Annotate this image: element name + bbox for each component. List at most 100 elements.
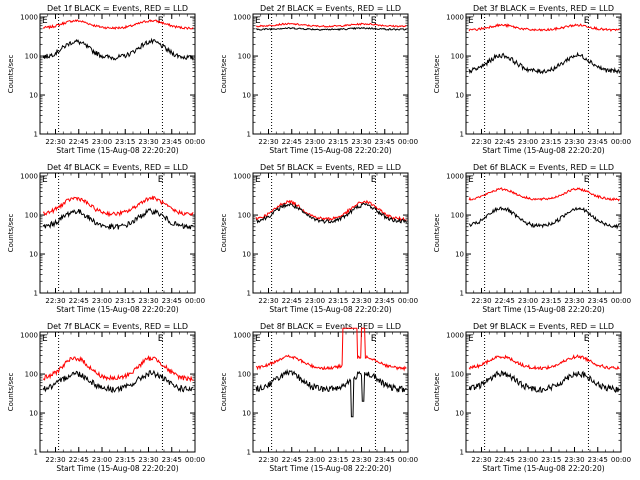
x-tick-label: 22:30 <box>471 297 491 305</box>
x-tick-label: 23:30 <box>138 456 158 464</box>
y-axis-label: Counts/sec <box>433 373 441 412</box>
events-series-line <box>42 207 194 231</box>
y-axis-label: Counts/sec <box>433 214 441 253</box>
plot-frame <box>39 13 196 135</box>
y-tick-label: 1000 <box>446 332 464 340</box>
lld-series-line <box>255 22 407 28</box>
x-tick-label: 23:00 <box>518 456 538 464</box>
panel-title: Det 1f BLACK = Events, RED = LLD <box>47 4 188 13</box>
x-tick-label: 22:30 <box>258 138 278 146</box>
x-tick-label: 23:45 <box>375 138 395 146</box>
x-tick-label: 00:00 <box>185 456 205 464</box>
x-tick-label: 22:30 <box>45 456 65 464</box>
y-tick-label: 10 <box>29 251 38 259</box>
y-tick-label: 1000 <box>20 14 38 22</box>
panel-title: Det 8f BLACK = Events, RED = LLD <box>260 322 401 331</box>
marker-label: E <box>584 16 590 26</box>
x-tick-label: 23:30 <box>351 456 371 464</box>
lld-series-line <box>255 199 407 222</box>
x-tick-label: 23:15 <box>541 138 561 146</box>
x-tick-label: 22:30 <box>258 456 278 464</box>
marker-label: E <box>42 175 48 185</box>
x-tick-label: 23:30 <box>564 138 584 146</box>
lld-series-line <box>468 23 620 32</box>
y-tick-label: 100 <box>238 212 251 220</box>
marker-label: E <box>158 334 164 344</box>
x-tick-label: 22:45 <box>69 138 89 146</box>
events-series-line <box>468 206 620 230</box>
y-tick-label: 1 <box>34 449 38 457</box>
y-tick-label: 10 <box>242 410 251 418</box>
y-tick-label: 1000 <box>233 14 251 22</box>
panel-title: Det 3f BLACK = Events, RED = LLD <box>473 4 614 13</box>
y-tick-label: 1 <box>460 290 464 298</box>
plot-frame <box>39 172 196 294</box>
x-tick-label: 00:00 <box>185 297 205 305</box>
y-tick-label: 100 <box>25 212 38 220</box>
x-tick-label: 23:30 <box>138 297 158 305</box>
y-axis-label: Counts/sec <box>220 373 228 412</box>
x-tick-label: 23:00 <box>518 297 538 305</box>
marker-label: E <box>255 16 261 26</box>
x-axis-label: Start Time (15-Aug-08 22:20:20) <box>269 146 391 155</box>
detector-panel: Det 3f BLACK = Events, RED = LLD E E 1 10 100… <box>433 4 631 155</box>
marker-label: E <box>584 334 590 344</box>
panel-title: Det 2f BLACK = Events, RED = LLD <box>260 4 401 13</box>
lld-series-line <box>468 354 620 371</box>
y-tick-label: 100 <box>25 371 38 379</box>
panel-title: Det 4f BLACK = Events, RED = LLD <box>47 163 188 172</box>
y-tick-label: 1 <box>247 449 251 457</box>
x-tick-label: 22:30 <box>471 138 491 146</box>
x-tick-label: 22:45 <box>282 297 302 305</box>
plot-frame <box>465 13 622 135</box>
detector-panel: Det 1f BLACK = Events, RED = LLD E E 1 10 100… <box>7 4 205 155</box>
y-tick-label: 1 <box>247 290 251 298</box>
x-tick-label: 22:45 <box>495 456 515 464</box>
marker-label: E <box>371 16 377 26</box>
x-tick-label: 23:00 <box>305 456 325 464</box>
detector-panel: Det 2f BLACK = Events, RED = LLD E E 1 10 100… <box>220 4 418 155</box>
y-tick-label: 10 <box>29 92 38 100</box>
x-tick-label: 00:00 <box>398 456 418 464</box>
lld-series-line <box>42 19 194 31</box>
x-tick-label: 22:30 <box>45 138 65 146</box>
marker-label: E <box>468 334 474 344</box>
y-tick-label: 1 <box>247 131 251 139</box>
x-tick-label: 23:15 <box>115 138 135 146</box>
x-tick-label: 23:15 <box>328 138 348 146</box>
plot-frame <box>252 331 409 453</box>
marker-label: E <box>584 175 590 185</box>
x-tick-label: 23:30 <box>564 297 584 305</box>
y-tick-label: 10 <box>242 251 251 259</box>
x-tick-label: 23:45 <box>588 456 608 464</box>
x-tick-label: 22:45 <box>282 138 302 146</box>
marker-label: E <box>371 175 377 185</box>
y-tick-label: 100 <box>238 53 251 61</box>
plot-frame <box>465 331 622 453</box>
y-tick-label: 1000 <box>233 173 251 181</box>
x-tick-label: 00:00 <box>398 138 418 146</box>
y-tick-label: 100 <box>451 371 464 379</box>
x-tick-label: 23:00 <box>518 138 538 146</box>
detector-panel: Det 5f BLACK = Events, RED = LLD E E 1 10 100… <box>220 163 418 314</box>
y-tick-label: 10 <box>455 92 464 100</box>
x-tick-label: 00:00 <box>185 138 205 146</box>
x-tick-label: 23:45 <box>162 456 182 464</box>
x-tick-label: 23:30 <box>138 138 158 146</box>
x-axis-label: Start Time (15-Aug-08 22:20:20) <box>56 464 178 473</box>
marker-label: E <box>158 16 164 26</box>
events-series-line <box>468 370 620 394</box>
y-tick-label: 10 <box>455 410 464 418</box>
x-tick-label: 23:00 <box>92 297 112 305</box>
x-axis-label: Start Time (15-Aug-08 22:20:20) <box>269 305 391 314</box>
x-tick-label: 23:45 <box>588 138 608 146</box>
x-axis-label: Start Time (15-Aug-08 22:20:20) <box>56 146 178 155</box>
x-tick-label: 23:45 <box>162 138 182 146</box>
plot-frame <box>39 331 196 453</box>
y-tick-label: 100 <box>451 212 464 220</box>
y-tick-label: 100 <box>25 53 38 61</box>
events-series-line <box>255 26 407 31</box>
x-tick-label: 22:45 <box>69 297 89 305</box>
x-axis-label: Start Time (15-Aug-08 22:20:20) <box>269 464 391 473</box>
